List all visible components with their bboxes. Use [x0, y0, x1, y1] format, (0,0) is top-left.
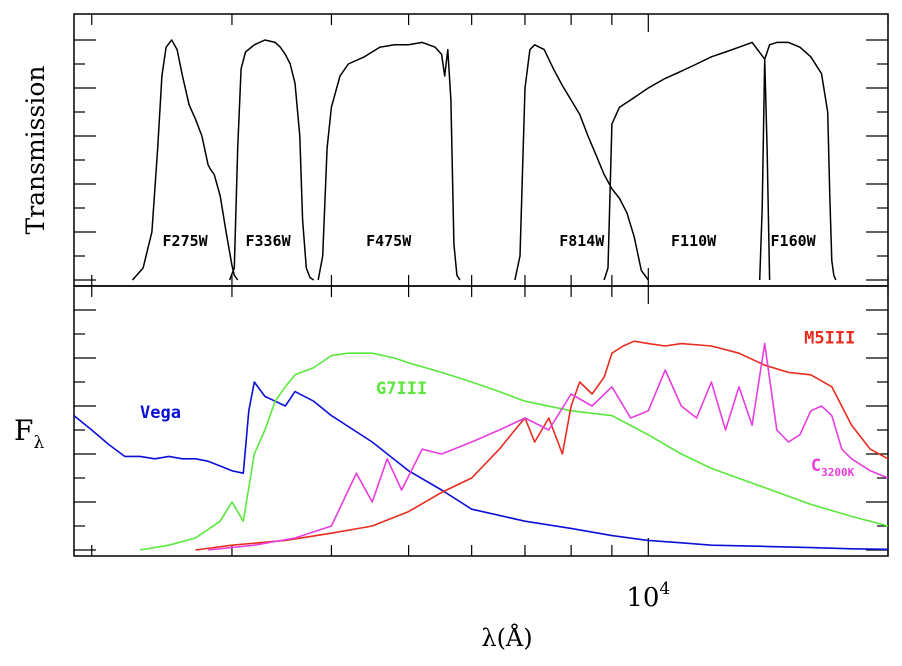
flux-axis-label-base: F — [14, 414, 33, 447]
transmission-curves — [131, 39, 837, 281]
transmission-panel: F275W F336W F475W F814W F110W F160W Transmiss… — [21, 13, 889, 287]
filter-label-f814w: F814W — [559, 232, 605, 250]
transmission-axis-label: Transmission — [21, 66, 50, 235]
flux-axis-label-subscript: λ — [33, 433, 44, 453]
filter-label-f160w: F160W — [771, 232, 817, 250]
spectrum-curve-g7iii — [139, 352, 889, 551]
transmission-curve-f160w — [758, 41, 837, 281]
star-label-m5iii: M5III — [804, 329, 855, 349]
x-tick-label-base: 10 — [626, 583, 659, 613]
wavelength-axis-label: λ(Å) — [481, 623, 532, 652]
transmission-curve-f336w — [228, 39, 315, 281]
star-labels: Vega G7III M5III C3200K — [140, 329, 855, 479]
star-label-carbon: C3200K — [811, 456, 855, 479]
filter-label-f336w: F336W — [245, 232, 291, 250]
transmission-curve-f275w — [131, 39, 239, 281]
spectrum-curve-m5iii — [195, 340, 889, 551]
transmission-curve-f110w — [603, 41, 771, 281]
filter-label-f275w: F275W — [163, 232, 209, 250]
transmission-curve-f475w — [317, 41, 461, 281]
star-label-vega: Vega — [140, 403, 181, 423]
filter-label-f475w: F475W — [366, 232, 412, 250]
top-panel-ticks — [74, 14, 889, 286]
spectrum-curve-vega — [73, 381, 889, 551]
filter-label-f110w: F110W — [671, 232, 717, 250]
filter-labels: F275W F336W F475W F814W F110W F160W — [163, 232, 817, 250]
carbon-label-base: C — [811, 456, 821, 476]
x-tick-label-10000: 104 — [626, 579, 670, 613]
spectrum-curve-c — [208, 342, 889, 551]
flux-axis-label: Fλ — [14, 414, 44, 453]
bottom-panel-ticks — [74, 286, 889, 556]
x-tick-label-exponent: 4 — [659, 579, 670, 599]
carbon-label-subscript: 3200K — [821, 466, 854, 479]
star-label-g7iii: G7III — [376, 379, 427, 399]
bottom-panel-frame — [73, 285, 889, 557]
stellar-spectra-curves — [73, 340, 889, 551]
spectra-panel: Vega G7III M5III C3200K Fλ 104 λ(Å) — [14, 285, 889, 652]
transmission-curve-f814w — [514, 44, 649, 281]
